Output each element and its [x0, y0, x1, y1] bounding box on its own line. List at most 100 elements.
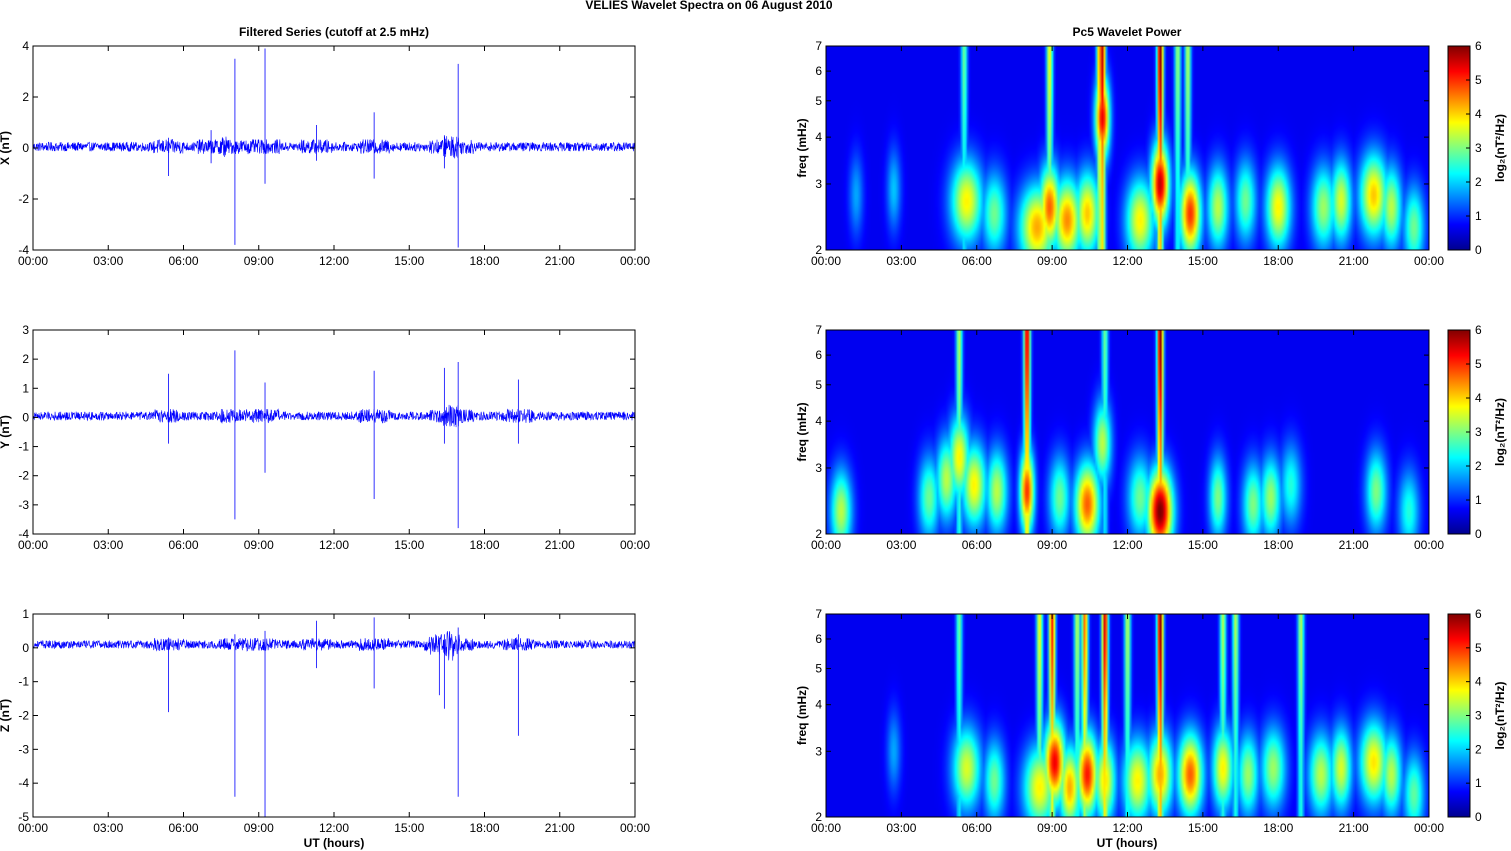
wavelet-y-ytick-label: 7 — [815, 323, 822, 337]
wavelet-z-panel — [826, 614, 1429, 817]
wavelet-z-colorbar-tick-label: 3 — [1475, 709, 1482, 723]
wavelet-z-ytick-label: 4 — [815, 698, 822, 712]
series-z-xtick-label: 03:00 — [93, 821, 123, 835]
wavelet-z-colorbar-label: log₂(nT²/Hz) — [1493, 682, 1507, 750]
wavelet-y-xtick-label: 12:00 — [1112, 538, 1142, 552]
wavelet-x-colorbar-label: log₂(nT²/Hz) — [1493, 114, 1507, 182]
wavelet-z-colorbar-tick-label: 5 — [1475, 641, 1482, 655]
series-z-xtick-label: 06:00 — [168, 821, 198, 835]
series-y-xtick-label: 18:00 — [469, 538, 499, 552]
wavelet-y-colorbar-tick-label: 4 — [1475, 391, 1482, 405]
series-x-xtick-label: 06:00 — [168, 254, 198, 268]
series-y-ytick-label: -4 — [18, 527, 29, 541]
wavelet-z-xtick-label: 00:00 — [1414, 821, 1444, 835]
series-z-ytick-label: 1 — [22, 607, 29, 621]
series-y-ylabel: Y (nT) — [0, 415, 12, 449]
series-x-xtick-label: 00:00 — [18, 254, 48, 268]
series-x-ytick-label: 4 — [22, 39, 29, 53]
wavelet-y-colorbar-tick-label: 2 — [1475, 459, 1482, 473]
wavelet-y-colorbar-tick-label: 1 — [1475, 493, 1482, 507]
series-z-panel — [33, 617, 635, 817]
series-y-ytick-label: 0 — [22, 410, 29, 424]
wavelet-z-ytick-label: 3 — [815, 744, 822, 758]
wavelet-z-ylabel: freq (mHz) — [795, 686, 809, 745]
series-z-xtick-label: 00:00 — [620, 821, 650, 835]
wavelet-y-colorbar-label: log₂(nT²/Hz) — [1493, 398, 1507, 466]
wavelet-x-colorbar-tick-label: 2 — [1475, 175, 1482, 189]
series-y-ytick-label: -3 — [18, 498, 29, 512]
right-xlabel: UT (hours) — [1097, 836, 1158, 850]
wavelet-x-xtick-label: 06:00 — [962, 254, 992, 268]
wavelet-y-xtick-label: 00:00 — [1414, 538, 1444, 552]
series-y-ytick-label: -2 — [18, 469, 29, 483]
wavelet-y-ytick-label: 6 — [815, 348, 822, 362]
wavelet-x-ytick-label: 3 — [815, 177, 822, 191]
wavelet-x-colorbar-tick-label: 1 — [1475, 209, 1482, 223]
left-column-title: Filtered Series (cutoff at 2.5 mHz) — [239, 25, 429, 39]
wavelet-y-xtick-label: 21:00 — [1339, 538, 1369, 552]
series-y-xtick-label: 21:00 — [545, 538, 575, 552]
series-y-ytick-label: 3 — [22, 323, 29, 337]
series-y-xtick-label: 03:00 — [93, 538, 123, 552]
series-z-ytick-label: -3 — [18, 742, 29, 756]
wavelet-x-ytick-label: 5 — [815, 94, 822, 108]
wavelet-x-xtick-label: 00:00 — [811, 254, 841, 268]
series-y-xtick-label: 00:00 — [18, 538, 48, 552]
wavelet-z-xtick-label: 09:00 — [1037, 821, 1067, 835]
wavelet-z-ytick-label: 7 — [815, 607, 822, 621]
wavelet-y-xtick-label: 18:00 — [1263, 538, 1293, 552]
wavelet-z-colorbar-tick-label: 2 — [1475, 742, 1482, 756]
wavelet-x-panel — [826, 46, 1429, 250]
series-x-xtick-label: 18:00 — [469, 254, 499, 268]
wavelet-x-power-map — [826, 46, 1429, 250]
wavelet-y-colorbar-tick-label: 0 — [1475, 527, 1482, 541]
wavelet-z-xtick-label: 12:00 — [1112, 821, 1142, 835]
series-y-xtick-label: 09:00 — [244, 538, 274, 552]
series-x-ytick-label: -2 — [18, 192, 29, 206]
right-column-title: Pc5 Wavelet Power — [1073, 25, 1182, 39]
wavelet-x-colorbar-tick-label: 3 — [1475, 141, 1482, 155]
series-y-xtick-label: 06:00 — [168, 538, 198, 552]
series-y-xtick-label: 12:00 — [319, 538, 349, 552]
series-z-xtick-label: 00:00 — [18, 821, 48, 835]
wavelet-y-power-map — [826, 330, 1429, 534]
wavelet-y-panel — [826, 330, 1429, 534]
wavelet-x-xtick-label: 03:00 — [886, 254, 916, 268]
wavelet-y-xtick-label: 15:00 — [1188, 538, 1218, 552]
wavelet-x-ylabel: freq (mHz) — [795, 118, 809, 177]
series-x-ytick-label: 0 — [22, 141, 29, 155]
wavelet-x-xtick-label: 21:00 — [1339, 254, 1369, 268]
wavelet-z-colorbar-tick-label: 4 — [1475, 675, 1482, 689]
wavelet-y-ytick-label: 3 — [815, 461, 822, 475]
wavelet-x-xtick-label: 09:00 — [1037, 254, 1067, 268]
wavelet-z-power-map — [826, 614, 1429, 817]
wavelet-z-ytick-label: 2 — [815, 810, 822, 824]
series-y-ytick-label: -1 — [18, 440, 29, 454]
wavelet-z-colorbar-tick-label: 1 — [1475, 776, 1482, 790]
series-z-ytick-label: -1 — [18, 675, 29, 689]
series-x-xtick-label: 03:00 — [93, 254, 123, 268]
series-x-panel — [33, 48, 635, 248]
series-z-ylabel: Z (nT) — [0, 699, 12, 732]
series-z-ytick-label: -2 — [18, 709, 29, 723]
wavelet-z-xtick-label: 03:00 — [886, 821, 916, 835]
wavelet-x-xtick-label: 18:00 — [1263, 254, 1293, 268]
wavelet-y-colorbar-tick-label: 6 — [1475, 323, 1482, 337]
wavelet-z-xtick-label: 00:00 — [811, 821, 841, 835]
wavelet-z-colorbar-tick-label: 0 — [1475, 810, 1482, 824]
series-z-ytick-label: -4 — [18, 776, 29, 790]
series-x-ytick-label: -4 — [18, 243, 29, 257]
wavelet-x-colorbar-tick-label: 6 — [1475, 39, 1482, 53]
series-z-xtick-label: 18:00 — [469, 821, 499, 835]
wavelet-y-ytick-label: 2 — [815, 527, 822, 541]
wavelet-x-xtick-label: 15:00 — [1188, 254, 1218, 268]
series-y-frame — [32, 329, 636, 535]
wavelet-y-xtick-label: 09:00 — [1037, 538, 1067, 552]
series-z-xtick-label: 12:00 — [319, 821, 349, 835]
series-x-xtick-label: 12:00 — [319, 254, 349, 268]
series-x-line — [33, 136, 635, 159]
wavelet-x-colorbar-tick-label: 4 — [1475, 107, 1482, 121]
series-y-xtick-label: 15:00 — [394, 538, 424, 552]
wavelet-x-ytick-label: 4 — [815, 130, 822, 144]
